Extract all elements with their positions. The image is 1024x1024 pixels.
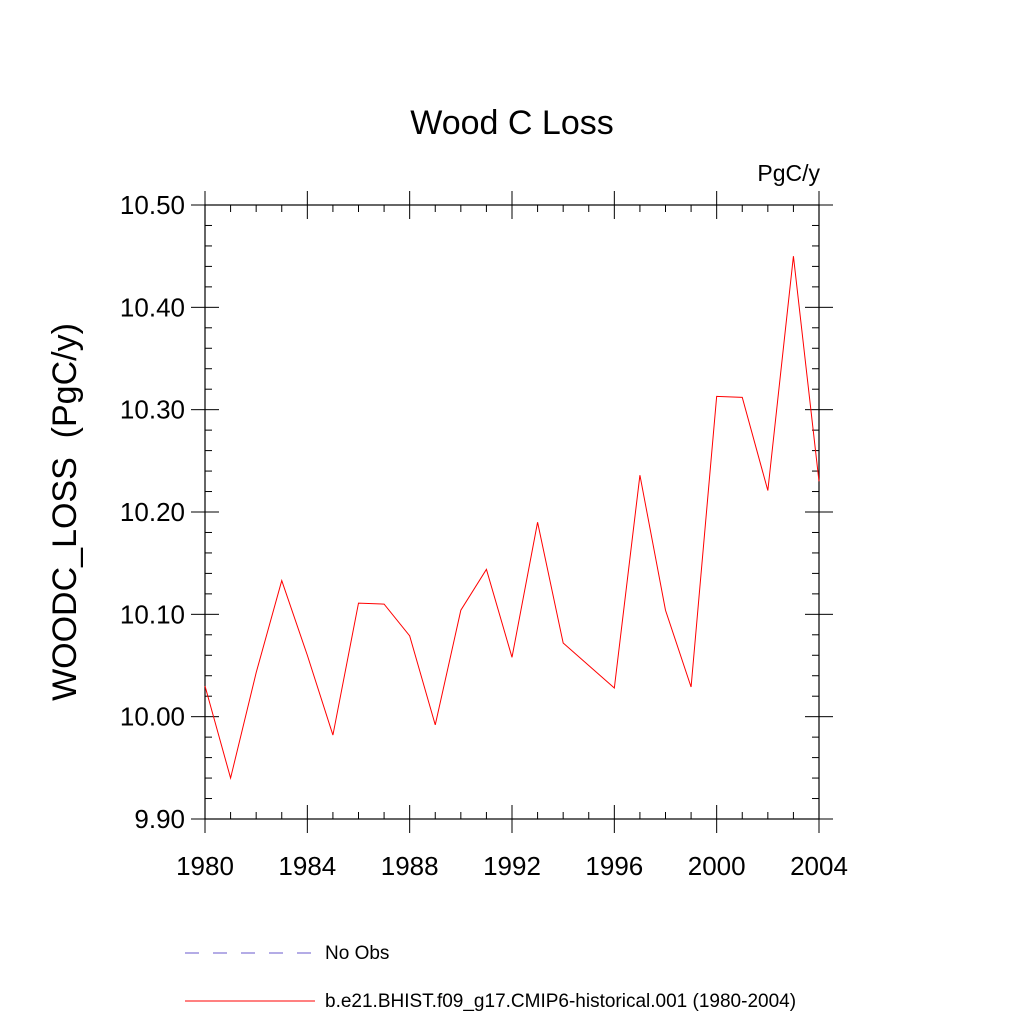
y-tick-label: 10.20 bbox=[120, 497, 185, 527]
y-tick-label: 10.50 bbox=[120, 190, 185, 220]
series-layer bbox=[204, 256, 820, 781]
chart-title: Wood C Loss bbox=[410, 104, 613, 142]
legend-label-no-obs: No Obs bbox=[325, 943, 389, 964]
y-axis-label: WOODC_LOSS (PgC/y) bbox=[46, 323, 84, 701]
plot-frame bbox=[204, 204, 820, 820]
tick-labels: 1980 1984 1988 1992 1996 2000 2004 9.90 10.00 10.… bbox=[120, 190, 848, 881]
x-tick-label: 1984 bbox=[278, 851, 336, 881]
series-line-0 bbox=[204, 256, 820, 781]
tick-marks bbox=[191, 191, 833, 833]
y-tick-label: 10.10 bbox=[120, 599, 185, 629]
y-tick-label: 10.30 bbox=[120, 395, 185, 425]
y-tick-label: 10.00 bbox=[120, 702, 185, 732]
legend-label-historical: b.e21.BHIST.f09_g17.CMIP6-historical.001… bbox=[325, 991, 796, 1012]
x-tick-label: 2000 bbox=[688, 851, 746, 881]
x-tick-label: 1988 bbox=[381, 851, 439, 881]
y-tick-label: 9.90 bbox=[134, 804, 185, 834]
x-tick-label: 2004 bbox=[790, 851, 848, 881]
x-tick-label: 1996 bbox=[585, 851, 643, 881]
legend: No Obs b.e21.BHIST.f09_g17.CMIP6-histori… bbox=[185, 943, 796, 1012]
x-tick-label: 1992 bbox=[483, 851, 541, 881]
units-label: PgC/y bbox=[757, 160, 820, 186]
y-tick-label: 10.40 bbox=[120, 292, 185, 322]
x-tick-label: 1980 bbox=[176, 851, 234, 881]
